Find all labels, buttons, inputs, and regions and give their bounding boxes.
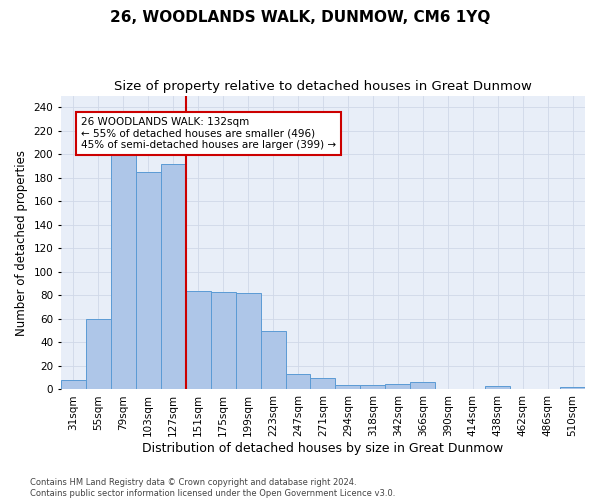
Bar — [485, 386, 510, 390]
Title: Size of property relative to detached houses in Great Dunmow: Size of property relative to detached ho… — [114, 80, 532, 93]
Bar — [136, 172, 161, 390]
Bar — [161, 164, 186, 390]
Bar — [111, 152, 136, 390]
Bar — [310, 378, 335, 390]
Bar — [286, 374, 310, 390]
Bar — [236, 293, 260, 390]
Y-axis label: Number of detached properties: Number of detached properties — [15, 150, 28, 336]
Bar — [410, 382, 435, 390]
Bar — [61, 380, 86, 390]
Bar — [335, 385, 361, 390]
Bar — [86, 319, 111, 390]
Bar — [560, 387, 585, 390]
Bar — [361, 385, 385, 390]
X-axis label: Distribution of detached houses by size in Great Dunmow: Distribution of detached houses by size … — [142, 442, 503, 455]
Bar — [385, 384, 410, 390]
Bar — [186, 290, 211, 390]
Text: 26 WOODLANDS WALK: 132sqm
← 55% of detached houses are smaller (496)
45% of semi: 26 WOODLANDS WALK: 132sqm ← 55% of detac… — [81, 116, 336, 150]
Bar — [260, 330, 286, 390]
Text: 26, WOODLANDS WALK, DUNMOW, CM6 1YQ: 26, WOODLANDS WALK, DUNMOW, CM6 1YQ — [110, 10, 490, 25]
Text: Contains HM Land Registry data © Crown copyright and database right 2024.
Contai: Contains HM Land Registry data © Crown c… — [30, 478, 395, 498]
Bar — [211, 292, 236, 390]
